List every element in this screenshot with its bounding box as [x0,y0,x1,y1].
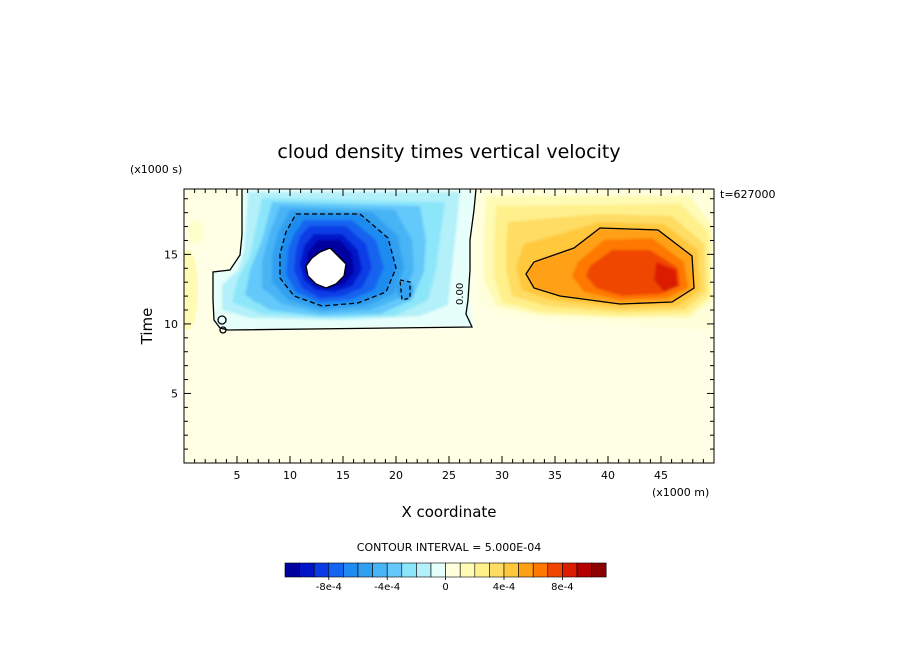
zero-contour-loops [217,315,227,334]
colorbar-label: 8e-4 [551,582,574,593]
colorbar-swatch [343,562,359,578]
colorbar-swatch [489,562,505,578]
colorbar-swatch [372,562,388,578]
positive-contour [525,227,695,305]
negative-small-patch [252,293,264,303]
colorbar-swatch [474,562,490,578]
colorbar-swatch [459,562,476,578]
contour-lines [212,189,695,334]
left-edge-patch [184,250,198,330]
positive-region [476,189,714,330]
colorbar-label: 4e-4 [493,582,516,593]
colorbar-label: -8e-4 [316,582,342,593]
colorbar-swatch [532,562,549,578]
negative-dashed-contour [279,213,397,307]
x-tick-label: 15 [336,469,350,482]
positive-level-8 [654,262,678,292]
colorbar: -8e-4 -4e-4 0 4e-4 8e-4 [284,562,607,593]
colorbar-swatch [547,562,563,578]
x-tick-label: 25 [442,469,456,482]
negative-region [213,189,476,330]
colorbar-swatch [430,562,446,578]
contour-label: 0.00 [455,283,466,305]
colorbar-swatch [562,562,578,578]
colorbar-label: 0 [442,582,448,593]
x-tick-label: 45 [654,469,668,482]
y-tick-label: 15 [164,248,178,261]
plot-area: 0.00 [184,189,714,463]
time-stamp: t=627000 [720,188,776,201]
x-tick-label: 20 [389,469,403,482]
contour-interval-text: CONTOUR INTERVAL = 5.000E-04 [357,541,541,554]
colorbar-swatch [328,562,344,578]
left-edge-patch-upper [188,220,204,244]
x-axis-units: (x1000 m) [652,486,709,499]
x-tick-label: 10 [283,469,297,482]
colorbar-swatch [299,562,315,578]
y-axis-label: Time [138,308,156,346]
y-tick-label: 10 [164,318,178,331]
colorbar-swatch [576,562,592,578]
colorbar-swatch [386,562,403,578]
undefined-hole [306,248,346,288]
chart-title: cloud density times vertical velocity [277,141,620,163]
colorbar-label: -4e-4 [374,582,400,593]
colorbar-swatch [401,562,417,578]
x-tick-label: 5 [234,469,241,482]
y-axis-units: (x1000 s) [130,163,182,176]
y-axis: 5 10 15 [164,198,714,450]
x-axis: 5 10 15 20 25 30 35 40 45 [194,189,704,482]
positive-level-7 [586,250,680,296]
colorbar-swatch [284,562,300,578]
colorbar-swatch [313,562,330,578]
undefined-hole-edge [305,247,347,289]
y-tick-label: 5 [171,387,178,400]
x-tick-label: 35 [548,469,562,482]
colorbar-swatch [445,562,461,578]
x-tick-label: 30 [495,469,509,482]
negative-small-patch-2 [397,280,413,300]
zero-contour-negative [212,189,477,331]
x-tick-label: 40 [601,469,615,482]
x-axis-label: X coordinate [401,503,496,521]
colorbar-swatch [591,562,607,578]
colorbar-swatch [416,562,432,578]
colorbar-swatch [357,562,373,578]
colorbar-swatch [518,562,534,578]
colorbar-swatch [503,562,519,578]
